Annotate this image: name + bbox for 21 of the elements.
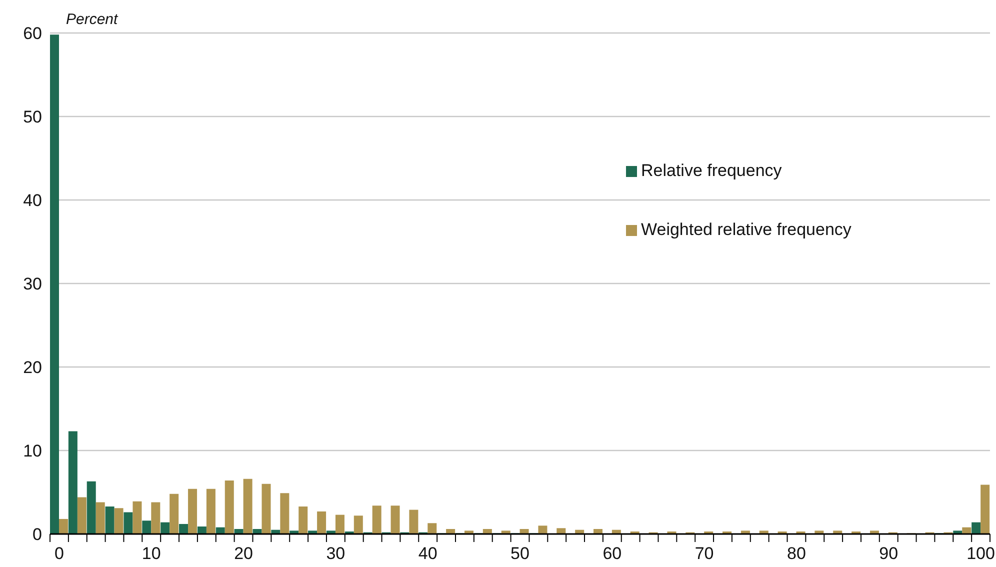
legend-label: Weighted relative frequency <box>641 220 852 240</box>
x-tick-label: 50 <box>510 544 530 563</box>
y-tick-label: 60 <box>23 24 42 44</box>
x-tick-label: 40 <box>418 544 438 563</box>
y-tick-label: 10 <box>23 442 42 461</box>
legend-label: Relative frequency <box>641 161 782 181</box>
y-tick-label: 0 <box>32 525 42 544</box>
x-tick-label: 20 <box>234 544 253 563</box>
y-tick-label: 40 <box>23 191 42 210</box>
x-tick-label: 10 <box>142 544 161 563</box>
y-tick-label: 30 <box>23 274 42 294</box>
x-tick-label: 60 <box>602 544 622 563</box>
y-tick-label: 20 <box>23 358 42 378</box>
x-tick-label: 70 <box>694 544 714 563</box>
x-tick-label: 30 <box>326 544 346 563</box>
x-tick-label: 100 <box>966 544 995 563</box>
y-tick-label: 50 <box>23 108 42 127</box>
x-tick-label: 80 <box>787 544 806 563</box>
x-tick-label: 90 <box>879 544 898 563</box>
x-tick-label: 0 <box>54 544 64 563</box>
y-axis-title: Percent <box>66 11 118 28</box>
